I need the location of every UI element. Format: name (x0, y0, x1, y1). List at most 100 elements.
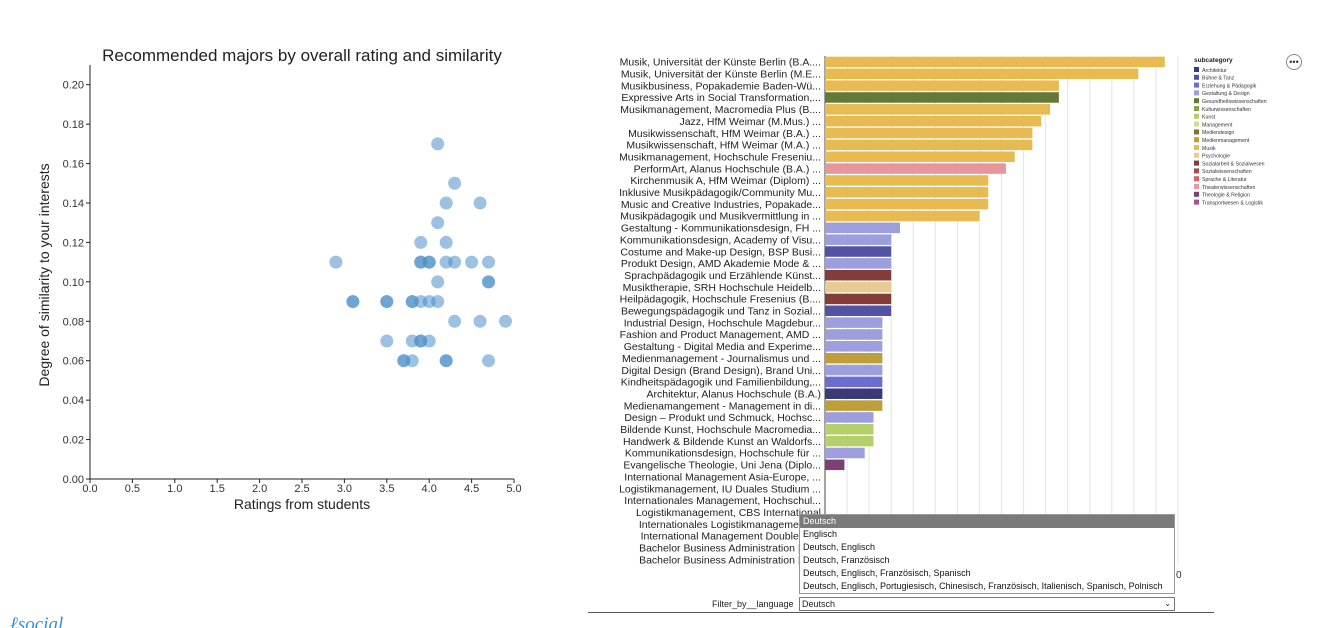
bar (825, 435, 874, 447)
legend-swatch (1194, 106, 1199, 111)
x-tick-label: 0.5 (125, 483, 140, 495)
x-tick-label: 3.5 (379, 483, 394, 495)
bar (825, 198, 989, 210)
language-option[interactable]: Deutsch, Englisch (803, 542, 876, 552)
y-tick-label: 0.08 (63, 316, 84, 328)
legend-label: Theologie & Religion (1202, 193, 1250, 199)
ellipsis-icon: ••• (1289, 57, 1299, 67)
legend-swatch (1194, 199, 1199, 205)
legend-label: Management (1202, 122, 1233, 128)
bar (825, 115, 1042, 127)
bar (825, 163, 1006, 174)
bar-label: Bewegungspädagogik und Tanz in Sozial... (621, 306, 821, 318)
bar-label: Musiktherapie, SRH Hochschule Heidelb... (623, 282, 821, 294)
bar-label: Fashion and Product Management, AMD ... (620, 329, 821, 341)
scatter-axes: 0.00 0.02 0.04 0.06 0.08 0.10 0.12 0.14 0.16 0.18… (63, 65, 522, 495)
y-tick-label: 0.20 (63, 80, 84, 92)
y-tick-label: 0.18 (63, 119, 84, 131)
bar-label: Musikwissenschaft, HfM Weimar (M.A.) ... (626, 140, 821, 152)
bar-label: Musikbusiness, Popakademie Baden-Wü... (621, 80, 821, 92)
scatter-point (439, 354, 453, 368)
scatter-point (422, 255, 436, 269)
bar-label: Kommunikationsdesign, Academy of Visu... (620, 234, 821, 246)
bar (825, 447, 865, 459)
y-tick-label: 0.00 (63, 474, 84, 486)
bar-label: International Management Asia-Europe, ..… (624, 471, 821, 483)
bar-category-labels: Musik, Universität der Künste Berlin (B.… (619, 57, 822, 567)
language-option[interactable]: Deutsch, Französisch (803, 555, 890, 565)
scatter-point (439, 196, 453, 210)
bar-chart: Musik, Universität der Künste Berlin (B.… (619, 56, 1267, 567)
bar-legend: subcategory Architektur Bühne & TanzErzie… (1194, 57, 1267, 206)
bar-label: Music and Creative Industries, Popakade.… (621, 199, 821, 211)
bar-label: Gestaltung - Kommunikationsdesign, FH ..… (621, 223, 821, 235)
legend-swatch (1194, 152, 1199, 158)
language-options-list[interactable]: Deutsch Englisch Deutsch, Englisch Deutsch,… (799, 514, 1175, 594)
bar-label: Musik, Universität der Künste Berlin (M.… (621, 69, 821, 81)
bar (825, 151, 1015, 162)
y-tick-label: 0.04 (63, 395, 84, 407)
bar-label: Industrial Design, Hochschule Magdebur..… (624, 317, 821, 329)
y-tick-label: 0.12 (63, 237, 84, 249)
scatter-point (380, 334, 394, 348)
scatter-title: Recommended majors by overall rating and… (102, 46, 502, 65)
bar-label: Produkt Design, AMD Akademie Mode & ... (621, 258, 821, 270)
scatter-point (431, 295, 445, 309)
bar (825, 80, 1059, 91)
scatter-point (473, 196, 487, 210)
bar-label: Costume and Make-up Design, BSP Busi... (620, 246, 821, 258)
scatter-point (448, 176, 462, 190)
bar-label: Internationales Management, Hochschul... (624, 495, 821, 507)
scatter-point (431, 216, 445, 230)
bar (825, 317, 883, 328)
bar-label: Medienmanagement - Journalismus und ... (622, 353, 821, 365)
x-tick-label: 1.5 (210, 483, 225, 495)
scatter-y-axis-label: Degree of similarity to your interests (36, 163, 52, 386)
legend-swatch (1194, 176, 1199, 182)
language-option[interactable]: Englisch (803, 529, 838, 539)
bar (825, 68, 1139, 80)
scatter-point (422, 334, 436, 348)
language-option[interactable]: Deutsch, Englisch, Französisch, Spanisch (803, 568, 971, 578)
y-tick-label: 0.06 (63, 356, 84, 368)
bar (825, 104, 1051, 115)
scatter-point (431, 275, 445, 289)
legend-label: Gesundheitswissenschaften (1202, 99, 1267, 105)
scatter-point (482, 354, 496, 368)
bar-label: Expressive Arts in Social Transformation… (621, 92, 821, 104)
language-select[interactable]: Deutsch ⌄ (799, 597, 1175, 611)
legend-label: Mediendesign (1202, 130, 1234, 136)
legend-label: Sozialarbeit & Sozialwesen (1202, 161, 1265, 167)
bar-label: Internationales Logistikmanagement, H (639, 519, 821, 531)
x-tick-label: 1.0 (167, 483, 182, 495)
legend-swatch (1194, 67, 1199, 72)
legend-swatch (1194, 113, 1199, 119)
legend-label: Transportwesen & Logistik (1202, 200, 1263, 206)
bar-label: Jazz, HfM Weimar (M.Mus.) ... (679, 116, 821, 128)
scatter-point (482, 255, 496, 269)
bar (825, 400, 883, 411)
bar (825, 459, 845, 471)
scatter-point (431, 137, 445, 151)
legend-swatch (1194, 145, 1199, 150)
x-tick-label: 3.0 (337, 483, 352, 495)
scatter-point (405, 354, 419, 368)
bar-label: Medienamangement - Management in di... (624, 400, 821, 412)
bar-label: Musik, Universität der Künste Berlin (B.… (620, 57, 821, 69)
bar-label: Kirchenmusik A, HfM Weimar (Diplom) ... (630, 175, 821, 187)
bar (825, 305, 892, 317)
bar-label: Musikwissenschaft, HfM Weimar (B.A.) ... (628, 128, 821, 140)
more-options-button[interactable]: ••• (1286, 54, 1302, 70)
bar (825, 56, 1165, 68)
bar-label: Musikmanagement, Macromedia Plus (B.... (620, 104, 821, 116)
bar-label: Heilpädagogik, Hochschule Fresenius (B..… (620, 294, 821, 306)
language-option[interactable]: Deutsch (800, 515, 1174, 528)
bar (825, 424, 874, 435)
bar (825, 269, 892, 281)
language-option[interactable]: Deutsch, Englisch, Portugiesisch, Chines… (803, 581, 1163, 591)
scatter-point (329, 255, 343, 269)
legend-swatch (1194, 168, 1199, 174)
x-tick-label: 2.0 (252, 483, 267, 495)
scatter-point (414, 235, 428, 249)
legend-swatch (1194, 90, 1199, 96)
